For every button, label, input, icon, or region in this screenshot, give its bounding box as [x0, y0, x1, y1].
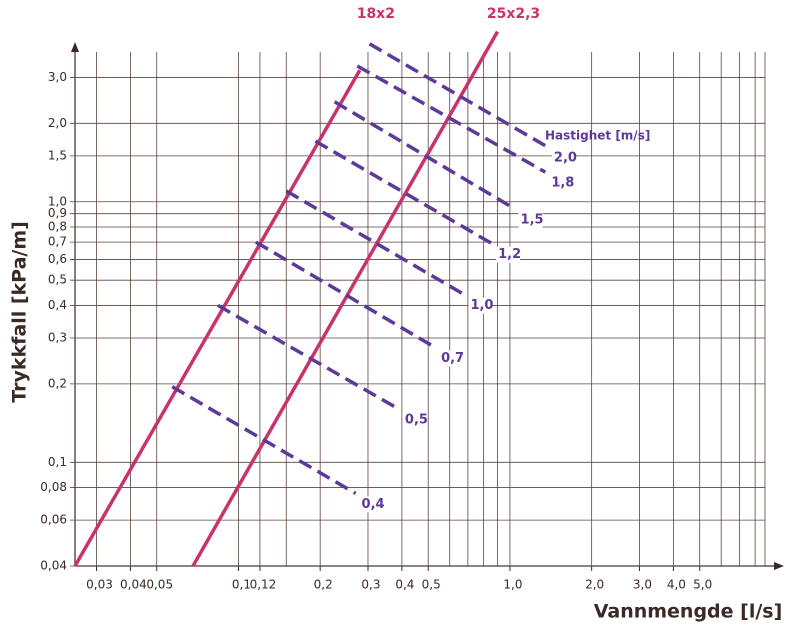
x-axis-arrow	[774, 562, 784, 570]
y-tick-label: 0,3	[48, 330, 67, 344]
y-tick-label: 2,0	[48, 116, 67, 130]
label-bg	[496, 246, 521, 263]
velocity-line	[356, 64, 547, 174]
y-tick-label: 0,6	[48, 252, 67, 266]
x-tick-label: 0,05	[146, 578, 173, 592]
x-tick-label: 0,4	[395, 578, 414, 592]
y-tick-label: 3,0	[48, 70, 67, 84]
velocity-label: 2,0	[554, 151, 577, 166]
x-tick-label: 3,0	[633, 578, 652, 592]
label-bg	[551, 150, 576, 167]
y-tick-label: 0,2	[48, 376, 67, 390]
y-tick-label: 0,7	[48, 235, 67, 249]
x-tick-label: 0,03	[86, 578, 113, 592]
label-bg	[518, 211, 543, 228]
x-tick-label: 2,0	[585, 578, 604, 592]
y-tick-label: 0,08	[40, 480, 67, 494]
pipe-label: 25x2,3	[487, 6, 540, 22]
x-tick-label: 1,0	[503, 578, 522, 592]
pipe-label: 18x2	[357, 6, 395, 22]
y-tick-label: 0,1	[48, 455, 67, 469]
x-tick-label: 5,0	[693, 578, 712, 592]
pipe-line	[73, 69, 362, 567]
legend-title: Hastighet [m/s]	[545, 129, 650, 143]
label-bg	[359, 496, 384, 513]
x-tick-label: 0,12	[250, 578, 277, 592]
label-bg	[439, 350, 464, 367]
velocity-line	[171, 385, 357, 495]
y-axis-arrow	[71, 42, 79, 52]
x-axis-title: Vannmengde [l/s]	[594, 601, 783, 623]
y-tick-label: 0,8	[48, 220, 67, 234]
velocity-label: 1,8	[551, 176, 574, 191]
velocity-label: 1,2	[498, 247, 521, 262]
y-axis-title: Trykkfall [kPa/m]	[9, 221, 31, 403]
velocity-line	[368, 42, 549, 149]
velocity-line	[255, 240, 436, 349]
x-tick-label: 0,04	[120, 578, 147, 592]
velocity-line	[285, 189, 466, 297]
label-bg	[402, 412, 427, 429]
x-tick-label: 4,0	[667, 578, 686, 592]
y-tick-label: 0,9	[48, 206, 67, 220]
velocity-label: 0,4	[362, 497, 385, 512]
y-tick-label: 0,5	[48, 273, 67, 287]
y-tick-label: 0,04	[40, 559, 67, 573]
pipe-line	[191, 30, 500, 567]
x-tick-label: 0,3	[361, 578, 380, 592]
x-tick-label: 0,5	[422, 578, 441, 592]
x-tick-label: 0,2	[314, 578, 333, 592]
velocity-line	[314, 139, 494, 246]
label-bg	[549, 175, 574, 192]
y-tick-label: 1,0	[48, 194, 67, 208]
y-tick-label: 1,5	[48, 148, 67, 162]
x-tick-label: 0,1	[232, 578, 251, 592]
velocity-label: 0,7	[441, 351, 464, 366]
label-bg	[468, 297, 493, 314]
velocity-line	[217, 303, 400, 411]
velocity-label: 1,5	[521, 212, 544, 227]
velocity-label: 0,5	[405, 413, 428, 428]
y-tick-label: 0,06	[40, 513, 67, 527]
velocity-label: 1,0	[470, 298, 493, 313]
y-tick-label: 0,4	[48, 298, 67, 312]
velocity-line	[333, 100, 516, 211]
